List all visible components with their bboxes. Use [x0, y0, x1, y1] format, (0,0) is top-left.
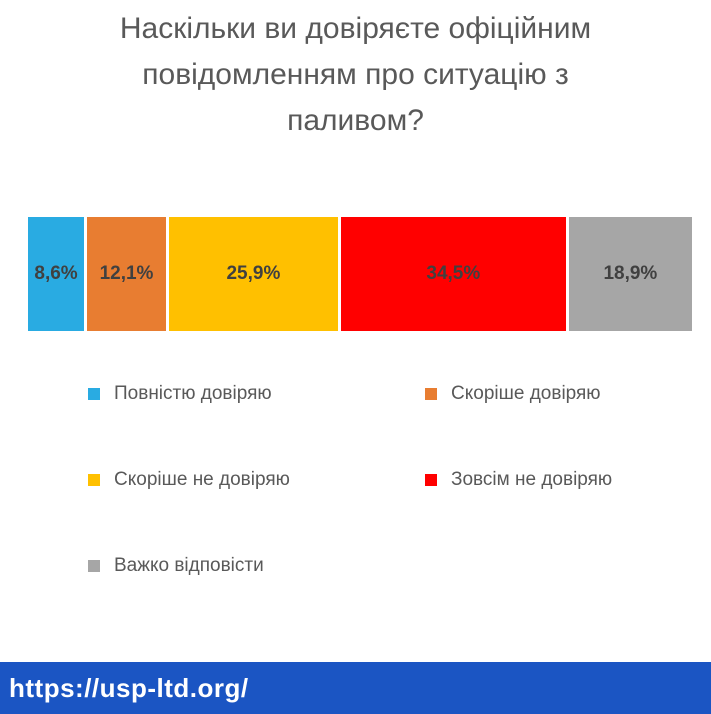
legend-label: Зовсім не довіряю	[451, 469, 613, 490]
bar-segment-value: 34,5%	[426, 263, 481, 284]
bar-segment-value: 25,9%	[226, 263, 281, 284]
legend-swatch-icon	[88, 560, 100, 572]
bar-segment-5: 18,9%	[568, 217, 693, 331]
legend-item-3: Скоріше не довіряю	[88, 469, 425, 491]
bar-segment-3: 25,9%	[168, 217, 338, 331]
legend-item-2: Скоріше довіряю	[425, 383, 668, 405]
legend-swatch-icon	[425, 388, 437, 400]
legend-item-4: Зовсім не довіряю	[425, 469, 668, 491]
bar-segment-value: 8,6%	[34, 263, 78, 284]
legend-item-1: Повністю довіряю	[88, 383, 425, 405]
chart-title: Наскільки ви довіряєте офіційним повідом…	[0, 6, 711, 144]
chart-title-line-3: паливом?	[287, 104, 424, 137]
legend-label: Скоріше довіряю	[451, 383, 601, 404]
bar-segment-1: 8,6%	[28, 217, 85, 331]
legend-swatch-icon	[425, 474, 437, 486]
bar-segment-value: 12,1%	[99, 263, 154, 284]
legend-label: Важко відповісти	[114, 555, 264, 576]
legend-item-5: Важко відповісти	[88, 555, 425, 577]
footer-url-link[interactable]: https://usp-ltd.org/	[9, 672, 249, 703]
chart-title-line-2: повідомленням про ситуацію з	[142, 58, 569, 91]
stacked-bar: 8,6% 12,1% 25,9% 34,5% 18,9%	[28, 217, 693, 331]
legend-label: Повністю довіряю	[114, 383, 272, 404]
legend-swatch-icon	[88, 474, 100, 486]
footer-bar: https://usp-ltd.org/	[0, 662, 711, 714]
chart-title-line-1: Наскільки ви довіряєте офіційним	[119, 12, 592, 45]
legend-label: Скоріше не довіряю	[114, 469, 290, 490]
bar-segment-4: 34,5%	[340, 217, 566, 331]
bar-segment-2: 12,1%	[87, 217, 166, 331]
bar-segment-value: 18,9%	[603, 263, 658, 284]
legend-swatch-icon	[88, 388, 100, 400]
legend: Повністю довіряю Скоріше довіряю Скоріше н…	[88, 383, 668, 577]
